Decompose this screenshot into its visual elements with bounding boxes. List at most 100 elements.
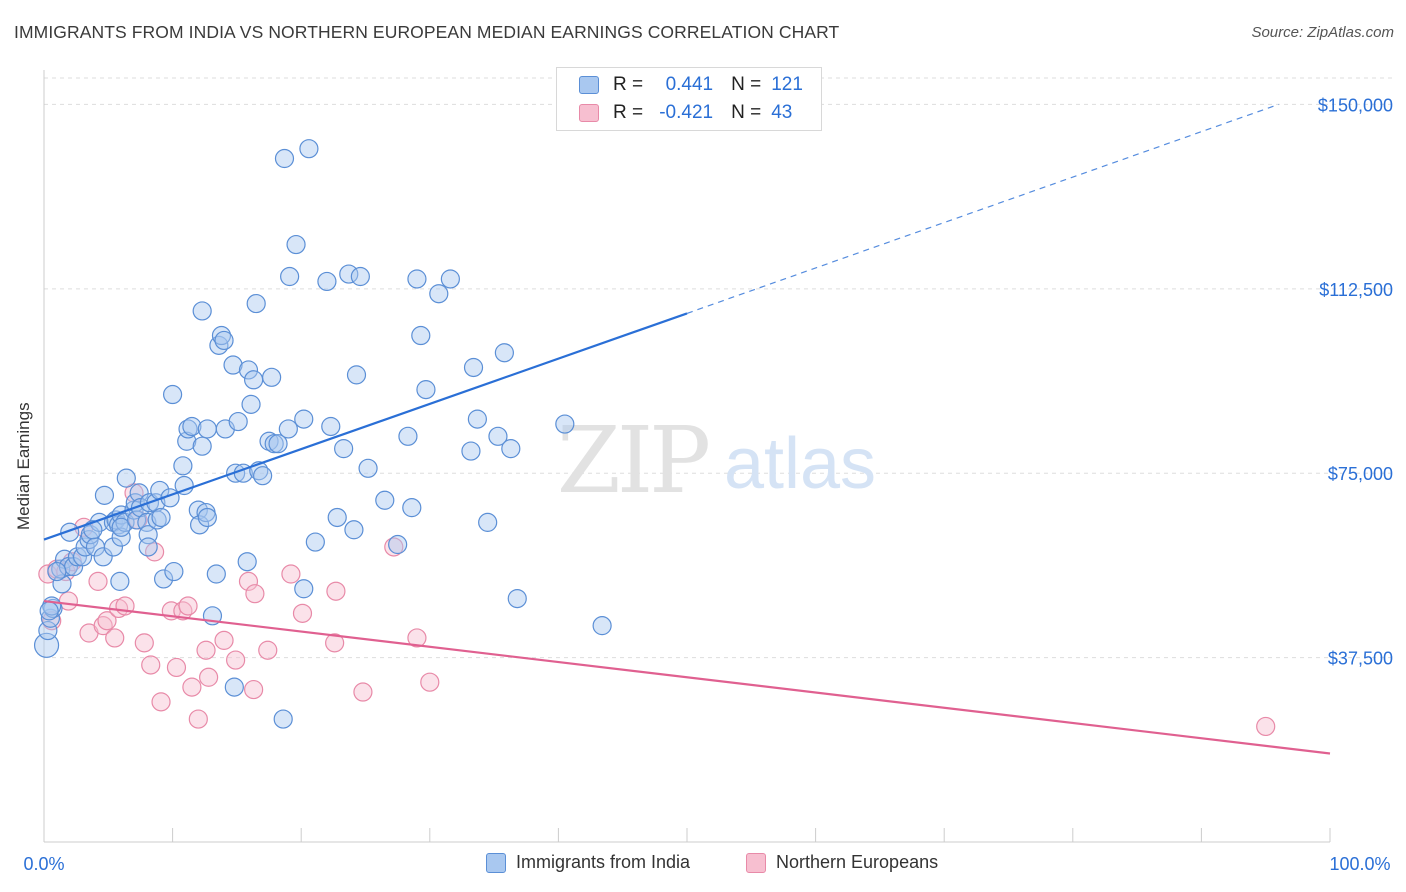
data-point-india (47, 561, 67, 582)
data-point-india (192, 436, 212, 456)
data-point-northern (420, 672, 440, 692)
series-legend: Immigrants from India Northern Europeans (0, 852, 1406, 878)
data-point-india (286, 234, 306, 255)
legend-swatch-india (579, 76, 599, 94)
legend-swatch-india (486, 852, 506, 873)
legend-r-label: R = (613, 74, 644, 95)
data-point-india (103, 537, 124, 557)
data-point-india (429, 284, 449, 304)
source-label: Source: ZipAtlas.com (1251, 24, 1394, 41)
data-point-india (346, 365, 367, 385)
data-point-india (211, 325, 232, 346)
data-point-india (388, 534, 408, 555)
data-point-india (339, 264, 359, 284)
data-point-india (478, 512, 498, 532)
legend-label-india: Immigrants from India (516, 852, 691, 872)
data-point-northern (353, 682, 373, 702)
data-point-india (467, 409, 487, 429)
data-point-india (440, 269, 460, 289)
data-point-india (402, 498, 422, 518)
legend-r-value: 0.441 (665, 74, 714, 95)
y-tick-label: $75,000 (1328, 464, 1393, 484)
legend-n-label: N = (731, 74, 762, 95)
watermark-zip: ZIP (557, 407, 708, 514)
data-point-india (214, 330, 234, 351)
data-point-india (110, 571, 130, 591)
trend-line-india (43, 312, 688, 541)
data-point-india (334, 439, 354, 459)
axes (43, 70, 1331, 843)
legend-item-india[interactable]: Immigrants from India (486, 852, 690, 873)
data-point-india (174, 475, 194, 496)
data-point-india (488, 426, 508, 446)
data-point-northern (144, 542, 165, 562)
data-point-northern (182, 677, 202, 697)
data-point-northern (196, 640, 216, 660)
series-northern-europeans (38, 483, 1276, 737)
data-point-india (344, 520, 364, 540)
legend-row-india: R = 0.441 N = 121 (579, 71, 803, 99)
data-point-india (253, 466, 273, 486)
data-point-northern (214, 630, 234, 650)
x-tick-label-min: 0.0% (23, 854, 64, 874)
legend-label-northern: Northern Europeans (776, 852, 939, 872)
data-point-northern (326, 581, 346, 601)
data-point-india (33, 632, 60, 658)
data-point-india (507, 588, 527, 609)
data-point-northern (281, 564, 301, 584)
legend-n-value: 43 (771, 102, 793, 123)
legend-r-label: R = (613, 102, 644, 123)
data-point-india (241, 394, 261, 414)
data-point-india (224, 677, 244, 697)
legend-r-value: -0.421 (659, 102, 714, 123)
data-point-india (278, 419, 298, 439)
data-point-northern (141, 655, 161, 675)
data-point-india (111, 527, 131, 547)
data-point-india (197, 419, 217, 439)
data-point-india (555, 414, 575, 434)
data-point-northern (407, 628, 427, 648)
data-point-india (246, 293, 266, 314)
legend-item-northern[interactable]: Northern Europeans (746, 852, 938, 873)
watermark-atlas: atlas (724, 424, 876, 504)
data-point-india (407, 269, 427, 289)
data-point-india (228, 411, 248, 432)
data-point-india (93, 547, 113, 567)
data-point-india (273, 709, 293, 729)
y-axis-label: Median Earnings (14, 402, 33, 530)
data-point-northern (325, 633, 345, 653)
data-point-india (163, 384, 183, 405)
data-point-northern (188, 709, 208, 729)
y-tick-label: $150,000 (1318, 95, 1393, 115)
chart-title: IMMIGRANTS FROM INDIA VS NORTHERN EUROPE… (14, 22, 840, 42)
data-point-india (262, 367, 282, 387)
legend-n-label: N = (731, 102, 762, 123)
data-point-northern (1256, 716, 1276, 737)
data-point-india (197, 507, 217, 528)
legend-n-value: 121 (771, 74, 803, 95)
data-point-northern (134, 633, 154, 653)
data-point-india (274, 148, 295, 169)
data-point-india (305, 532, 325, 552)
legend-swatch-northern (579, 104, 599, 122)
watermark: ZIP atlas (557, 407, 876, 514)
data-point-india (494, 343, 514, 363)
data-point-india (244, 370, 264, 390)
data-point-india (38, 620, 58, 641)
data-point-india (190, 515, 210, 535)
data-point-india (116, 468, 136, 488)
data-point-india (60, 522, 80, 542)
data-point-india (501, 439, 521, 459)
data-point-india (206, 564, 226, 584)
y-tick-labels: $37,500 $75,000 $112,500 $150,000 (1318, 95, 1393, 668)
legend-swatch-northern (746, 852, 766, 873)
data-point-northern (258, 640, 278, 660)
correlation-legend: R = 0.441 N = 121 R = -0.421 N = 43 (556, 67, 822, 131)
data-point-india (592, 616, 612, 636)
data-point-india (52, 574, 72, 594)
data-point-india (182, 416, 202, 437)
data-point-northern (151, 692, 171, 712)
data-point-india (94, 485, 115, 505)
data-point-india (294, 579, 314, 599)
data-point-india (299, 139, 319, 159)
